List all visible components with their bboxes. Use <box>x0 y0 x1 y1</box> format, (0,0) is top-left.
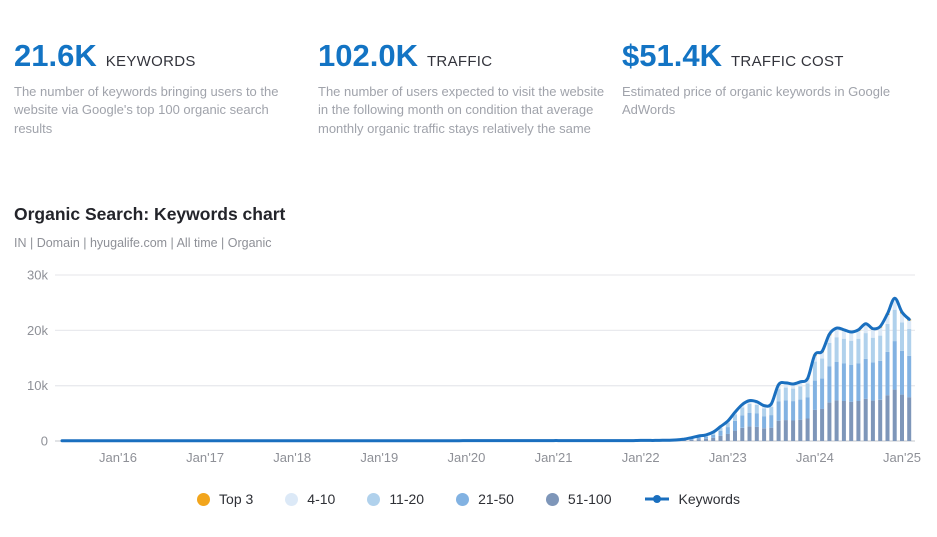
traffic-cost-value: $51.4K <box>622 38 722 73</box>
chart-title: Organic Search: Keywords chart <box>14 204 286 224</box>
svg-text:Jan'20: Jan'20 <box>447 450 485 465</box>
top3-dot-icon <box>197 492 211 506</box>
keywords-description: The number of keywords bringing users to… <box>14 84 279 136</box>
keywords-value: 21.6K <box>14 38 97 73</box>
legend-item-51-100[interactable]: 51-100 <box>545 491 612 507</box>
legend-item-11-20[interactable]: 11-20 <box>367 491 424 507</box>
svg-text:Jan'18: Jan'18 <box>273 450 311 465</box>
keywords-line-icon <box>644 495 669 503</box>
svg-text:30k: 30k <box>27 268 48 283</box>
chart-legend: Top 3 4-10 11-20 21-50 51-100 Keywords <box>0 491 937 507</box>
svg-text:Jan'23: Jan'23 <box>709 450 747 465</box>
keywords-label: KEYWORDS <box>105 53 196 70</box>
svg-text:Jan'16: Jan'16 <box>99 450 137 465</box>
keywords-chart-canvas[interactable]: 0 10k 20k 30k Jan'16 Jan'17 Jan'18 Jan'19 Jan'20… <box>0 265 937 480</box>
grid: 0 10k 20k 30k <box>27 268 915 449</box>
svg-text:Jan'22: Jan'22 <box>622 450 660 465</box>
traffic-cost-description: Estimated price of organic keywords in G… <box>622 84 891 118</box>
stacked-bars <box>682 298 912 441</box>
svg-text:Jan'24: Jan'24 <box>796 450 834 465</box>
svg-text:Jan'19: Jan'19 <box>360 450 398 465</box>
svg-text:10k: 10k <box>27 378 48 393</box>
traffic-value: 102.0K <box>318 38 418 73</box>
legend-item-top3[interactable]: Top 3 <box>197 491 253 507</box>
legend-item-21-50[interactable]: 21-50 <box>456 491 514 507</box>
traffic-description: The number of users expected to visit th… <box>318 84 605 136</box>
rank51-100-dot-icon <box>545 492 559 506</box>
chart-filters-breadcrumb: IN | Domain | hyugalife.com | All time |… <box>14 236 272 250</box>
rank4-10-dot-icon <box>285 492 299 506</box>
keywords-line <box>60 296 911 443</box>
svg-text:20k: 20k <box>27 323 48 338</box>
stat-keywords: 21.6K KEYWORDS The number of keywords br… <box>14 38 302 138</box>
rank21-50-dot-icon <box>456 492 470 506</box>
stat-traffic: 102.0K TRAFFIC The number of users expec… <box>318 38 616 138</box>
traffic-label: TRAFFIC <box>426 53 493 70</box>
legend-item-keywords[interactable]: Keywords <box>644 491 740 507</box>
svg-text:Jan'21: Jan'21 <box>535 450 573 465</box>
svg-text:Jan'25: Jan'25 <box>883 450 921 465</box>
traffic-cost-label: TRAFFIC COST <box>730 53 844 70</box>
legend-item-4-10[interactable]: 4-10 <box>285 491 335 507</box>
stat-traffic-cost: $51.4K TRAFFIC COST Estimated price of o… <box>622 38 918 120</box>
svg-text:Jan'17: Jan'17 <box>186 450 224 465</box>
svg-text:0: 0 <box>41 434 48 449</box>
rank11-20-dot-icon <box>367 492 381 506</box>
